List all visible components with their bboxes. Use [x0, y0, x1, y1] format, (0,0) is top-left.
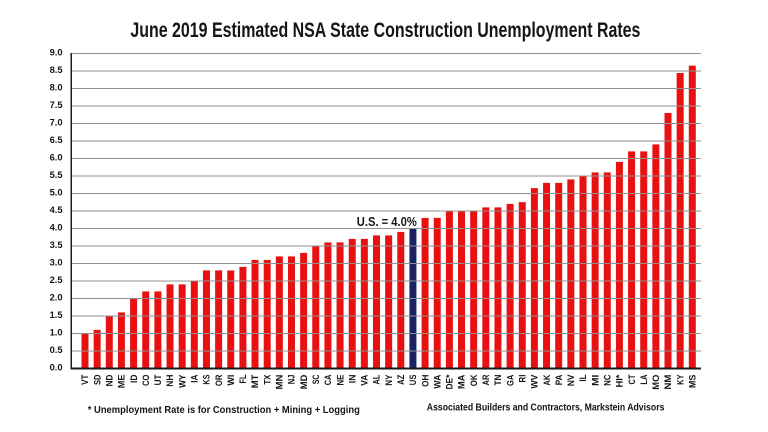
svg-text:FL: FL: [238, 374, 248, 383]
svg-text:0.5: 0.5: [50, 345, 63, 355]
svg-text:OH: OH: [420, 374, 430, 387]
svg-text:Associated Builders and Contra: Associated Builders and Contractors, Mar…: [427, 402, 665, 413]
svg-text:LA: LA: [639, 374, 649, 384]
svg-text:PA: PA: [554, 374, 564, 385]
svg-text:WA: WA: [432, 374, 442, 388]
svg-text:VT: VT: [80, 374, 90, 385]
svg-text:8.5: 8.5: [50, 65, 63, 75]
svg-text:MD: MD: [299, 374, 309, 389]
svg-text:WY: WY: [177, 374, 187, 388]
svg-text:AL: AL: [372, 374, 382, 384]
svg-text:SD: SD: [92, 374, 102, 385]
svg-text:OR: OR: [214, 374, 224, 386]
svg-text:NH: NH: [165, 374, 175, 386]
svg-text:5.0: 5.0: [50, 188, 63, 198]
svg-text:6.5: 6.5: [50, 135, 63, 145]
svg-text:MA: MA: [457, 374, 467, 389]
svg-text:MO: MO: [651, 375, 661, 390]
svg-text:IA: IA: [190, 374, 200, 382]
svg-text:US: US: [408, 375, 418, 386]
svg-text:MS: MS: [688, 375, 698, 389]
svg-text:HI*: HI*: [615, 374, 625, 387]
svg-text:ME: ME: [117, 375, 127, 389]
svg-text:VA: VA: [360, 374, 370, 385]
svg-text:NV: NV: [566, 374, 576, 386]
svg-text:NC: NC: [602, 374, 612, 385]
svg-text:WI: WI: [226, 375, 236, 386]
svg-text:CT: CT: [627, 374, 637, 384]
svg-text:WV: WV: [530, 374, 540, 389]
svg-text:UT: UT: [153, 374, 163, 385]
svg-text:DE*: DE*: [445, 374, 455, 389]
svg-text:NJ: NJ: [287, 375, 297, 385]
svg-text:1.0: 1.0: [50, 328, 63, 338]
svg-text:IL: IL: [578, 374, 588, 381]
svg-text:AK: AK: [542, 374, 552, 385]
svg-text:0.0: 0.0: [50, 363, 63, 373]
svg-text:NE: NE: [335, 375, 345, 386]
svg-text:AR: AR: [481, 374, 491, 385]
svg-text:U.S. = 4.0%: U.S. = 4.0%: [357, 215, 417, 229]
svg-text:SC: SC: [311, 374, 321, 384]
svg-text:GA: GA: [505, 374, 515, 386]
svg-text:June 2019 Estimated NSA State: June 2019 Estimated NSA State Constructi…: [130, 19, 640, 42]
svg-text:KS: KS: [202, 375, 212, 385]
svg-text:ND: ND: [104, 374, 114, 386]
svg-text:4.0: 4.0: [50, 223, 63, 233]
svg-text:8.0: 8.0: [50, 83, 63, 93]
svg-text:5.5: 5.5: [50, 170, 63, 180]
svg-text:NY: NY: [384, 374, 394, 386]
svg-text:ID: ID: [129, 374, 139, 383]
svg-text:TN: TN: [493, 374, 503, 385]
svg-text:1.5: 1.5: [50, 310, 63, 320]
svg-text:2.0: 2.0: [50, 293, 63, 303]
svg-text:MT: MT: [250, 374, 260, 388]
svg-text:TX: TX: [262, 374, 272, 385]
svg-text:IN: IN: [347, 374, 357, 383]
svg-text:AZ: AZ: [396, 374, 406, 385]
svg-text:KY: KY: [675, 374, 685, 385]
svg-text:2.5: 2.5: [50, 275, 63, 285]
svg-text:4.5: 4.5: [50, 205, 63, 215]
svg-text:7.5: 7.5: [50, 100, 63, 110]
svg-text:OK: OK: [469, 374, 479, 386]
svg-text:MI: MI: [590, 375, 600, 386]
svg-text:3.0: 3.0: [50, 258, 63, 268]
svg-text:RI: RI: [517, 375, 527, 383]
svg-text:NM: NM: [663, 374, 673, 389]
svg-text:7.0: 7.0: [50, 118, 63, 128]
svg-text:MN: MN: [275, 374, 285, 389]
svg-text:6.0: 6.0: [50, 153, 63, 163]
svg-text:* Unemployment Rate is for Con: * Unemployment Rate is for Construction …: [88, 405, 360, 416]
svg-text:9.0: 9.0: [50, 48, 63, 58]
svg-text:CO: CO: [141, 375, 151, 386]
svg-text:3.5: 3.5: [50, 240, 63, 250]
svg-text:CA: CA: [323, 374, 333, 385]
